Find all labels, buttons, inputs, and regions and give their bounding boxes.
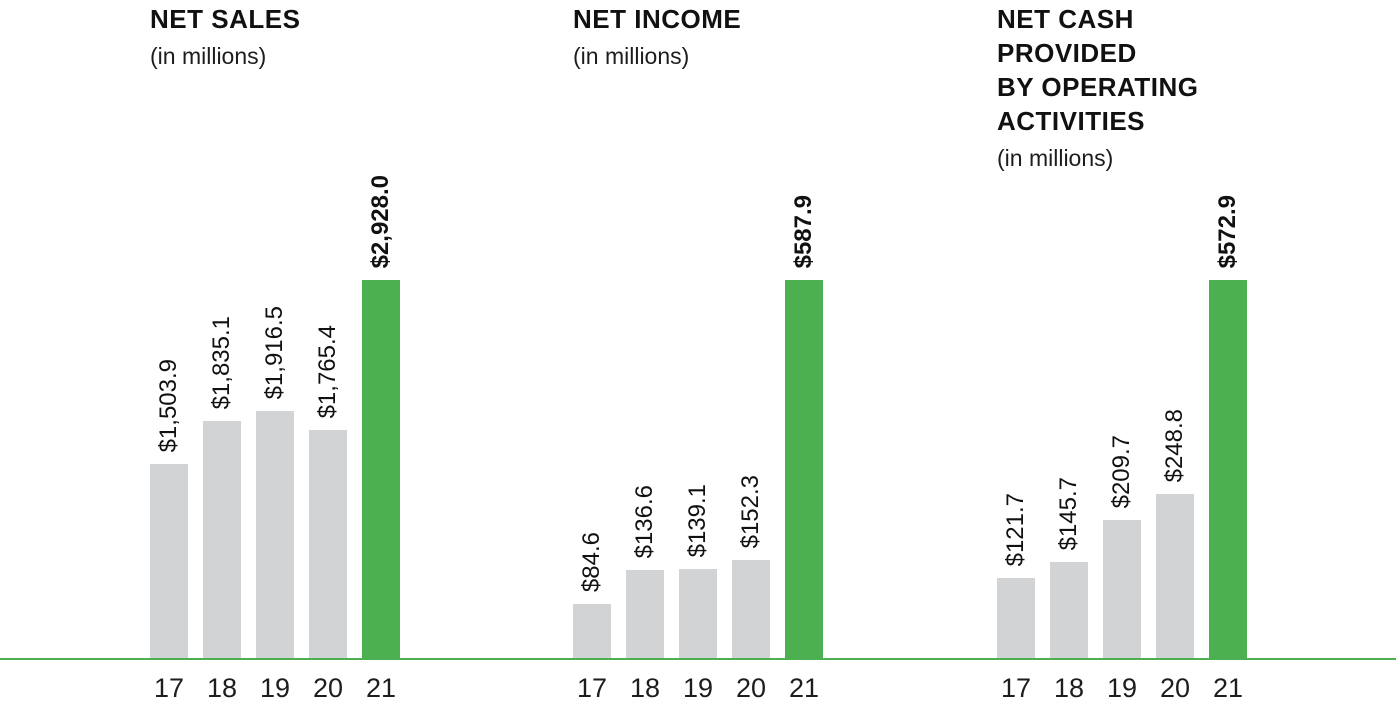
bar-column: $1,916.5 19 — [256, 0, 294, 703]
x-tick-label: 20 — [735, 673, 767, 703]
plot-area: $121.7 17 $145.7 18 $209.7 19 $248.8 20 $572.9 21 — [997, 0, 1267, 703]
bar-value-label: $209.7 — [1108, 434, 1135, 508]
bar-value-label: $136.6 — [631, 484, 658, 558]
chart-title: NET INCOME — [573, 4, 742, 34]
bar-value-label: $152.3 — [737, 474, 764, 548]
bar-value-label: $1,765.4 — [314, 324, 341, 418]
bar — [203, 421, 241, 658]
chart-title: NET CASH PROVIDED BY OPERATING ACTIVITIE… — [997, 4, 1199, 136]
bar-value-label: $587.9 — [790, 194, 817, 268]
bar — [573, 604, 611, 658]
x-tick-label: 19 — [1106, 673, 1138, 703]
bar — [1050, 562, 1088, 658]
bar-value-label: $1,835.1 — [208, 315, 235, 409]
bar — [309, 430, 347, 658]
x-tick-label: 20 — [1159, 673, 1191, 703]
bar-column: $136.6 18 — [626, 0, 664, 703]
chart-net-cash-operating: NET CASH PROVIDED BY OPERATING ACTIVITIE… — [997, 0, 1267, 703]
x-tick-label: 21 — [788, 673, 820, 703]
bar-column: $152.3 20 — [732, 0, 770, 703]
x-tick-label: 18 — [206, 673, 238, 703]
bar-highlighted — [785, 280, 823, 658]
bar-value-label: $145.7 — [1055, 476, 1082, 550]
x-tick-label: 17 — [153, 673, 185, 703]
plot-area: $1,503.9 17 $1,835.1 18 $1,916.5 19 $1,765.4 20… — [150, 0, 420, 703]
x-tick-label: 19 — [259, 673, 291, 703]
bar-column: $1,503.9 17 — [150, 0, 188, 703]
bar — [732, 560, 770, 658]
bar-column: $1,765.4 20 — [309, 0, 347, 703]
bar-column: $209.7 19 — [1103, 0, 1141, 703]
bar-column: $84.6 17 — [573, 0, 611, 703]
x-tick-label: 17 — [576, 673, 608, 703]
chart-net-income: NET INCOME (in millions) $84.6 17 $136.6 18… — [573, 0, 843, 703]
bar — [150, 464, 188, 658]
x-tick-label: 17 — [1000, 673, 1032, 703]
bar-column: $2,928.0 21 — [362, 0, 400, 703]
x-tick-label: 19 — [682, 673, 714, 703]
bar-column: $248.8 20 — [1156, 0, 1194, 703]
bar — [1103, 520, 1141, 658]
bar-column: $145.7 18 — [1050, 0, 1088, 703]
chart-subtitle: (in millions) — [997, 145, 1114, 171]
bar-highlighted — [362, 280, 400, 658]
bar-value-label: $2,928.0 — [367, 174, 394, 268]
plot-area: $84.6 17 $136.6 18 $139.1 19 $152.3 20 $587.9 21 — [573, 0, 843, 703]
bar — [997, 578, 1035, 658]
x-tick-label: 18 — [1053, 673, 1085, 703]
bar-highlighted — [1209, 280, 1247, 658]
bar — [256, 411, 294, 658]
x-axis-line — [0, 658, 1396, 660]
bar-value-label: $1,503.9 — [155, 358, 182, 452]
bar-column: $572.9 21 — [1209, 0, 1247, 703]
bar-column: $587.9 21 — [785, 0, 823, 703]
bar-value-label: $139.1 — [684, 483, 711, 557]
bar-column: $139.1 19 — [679, 0, 717, 703]
x-tick-label: 21 — [1212, 673, 1244, 703]
bar — [1156, 494, 1194, 658]
bar-column: $121.7 17 — [997, 0, 1035, 703]
bar-value-label: $1,916.5 — [261, 305, 288, 399]
x-tick-label: 21 — [365, 673, 397, 703]
x-tick-label: 20 — [312, 673, 344, 703]
bar — [626, 570, 664, 658]
chart-subtitle: (in millions) — [573, 43, 690, 69]
bar-value-label: $121.7 — [1002, 492, 1029, 566]
bar — [679, 569, 717, 658]
bar-value-label: $248.8 — [1161, 408, 1188, 482]
chart-net-sales: NET SALES (in millions) $1,503.9 17 $1,835… — [150, 0, 420, 703]
chart-title: NET SALES — [150, 4, 301, 34]
bar-column: $1,835.1 18 — [203, 0, 241, 703]
x-tick-label: 18 — [629, 673, 661, 703]
bar-value-label: $84.6 — [578, 531, 605, 592]
chart-subtitle: (in millions) — [150, 43, 267, 69]
bar-value-label: $572.9 — [1214, 194, 1241, 268]
